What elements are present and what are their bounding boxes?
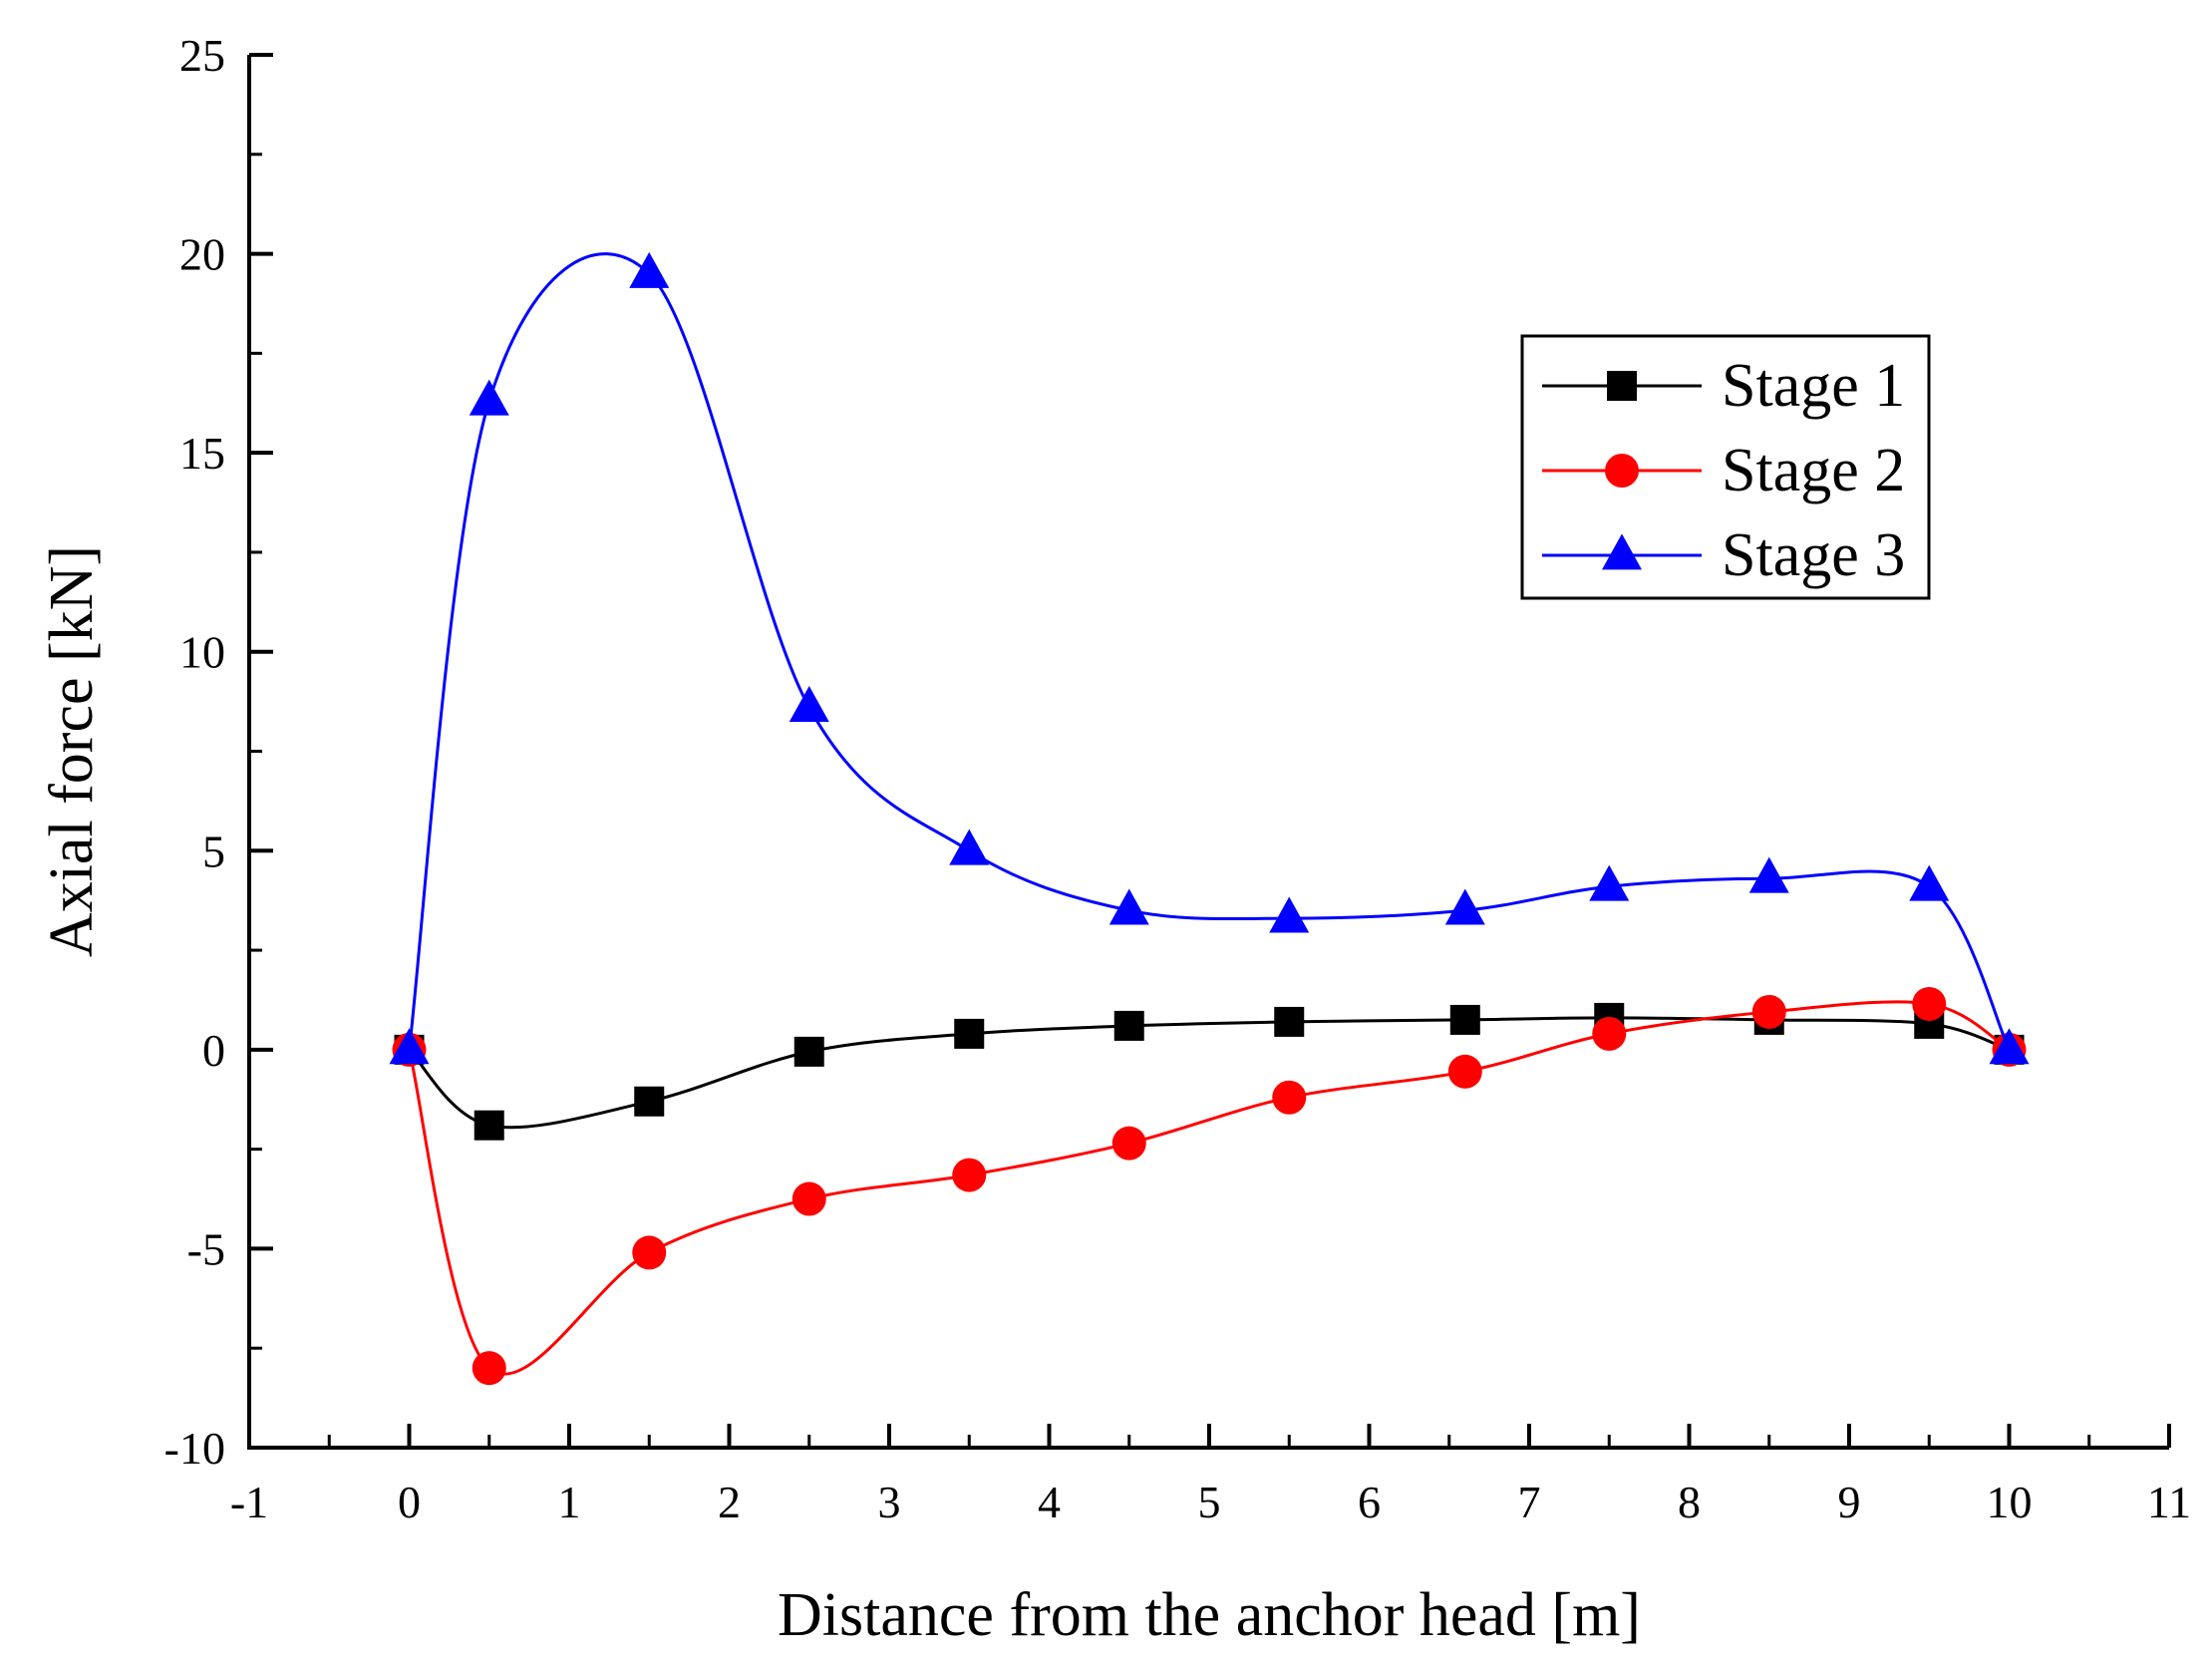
data-point: [1113, 1010, 1144, 1041]
data-point: [1748, 856, 1789, 893]
data-point: [1449, 1004, 1480, 1035]
data-point: [1912, 986, 1947, 1021]
series-3: [389, 251, 2030, 1065]
x-tick-label: -1: [230, 1477, 268, 1527]
y-tick-label: -10: [164, 1423, 225, 1474]
data-point: [954, 1018, 985, 1049]
x-tick-label: 7: [1518, 1477, 1541, 1527]
data-point: [1111, 1126, 1146, 1161]
data-point: [469, 379, 509, 416]
data-point: [1751, 994, 1786, 1029]
x-tick-label: 0: [398, 1477, 421, 1527]
data-point: [1272, 1080, 1307, 1115]
legend-items: Stage 1 Stage 2 Stage 3: [1542, 352, 1905, 589]
legend-marker: [1605, 454, 1639, 488]
y-tick-label: 5: [202, 826, 225, 876]
legend: Stage 1 Stage 2 Stage 3: [1520, 334, 1931, 600]
x-tick-label: 10: [1987, 1477, 2033, 1527]
data-point: [472, 1351, 506, 1386]
legend-label: Stage 3: [1722, 521, 1905, 589]
y-axis-title: Axial force [kN]: [38, 545, 106, 957]
data-point: [629, 251, 670, 288]
data-point: [1989, 1028, 2030, 1065]
data-point: [949, 829, 990, 865]
data-point: [952, 1158, 987, 1192]
data-point: [634, 1086, 665, 1117]
data-point: [1274, 1006, 1305, 1037]
x-tick-label: 8: [1678, 1477, 1701, 1527]
x-tick-label: 3: [878, 1477, 901, 1527]
data-point: [632, 1235, 667, 1270]
data-point: [389, 1028, 430, 1065]
data-point: [791, 1181, 826, 1216]
data-point: [1589, 864, 1630, 901]
legend-label: Stage 2: [1722, 437, 1905, 504]
data-point: [1447, 1054, 1482, 1089]
y-tick-label: -5: [187, 1223, 225, 1274]
x-tick-label: 4: [1038, 1477, 1061, 1527]
x-tick-label: 2: [718, 1477, 741, 1527]
legend-label: Stage 1: [1722, 352, 1905, 420]
x-tick-label: 6: [1358, 1477, 1381, 1527]
data-point: [1592, 1016, 1627, 1051]
y-tick-label: 25: [179, 30, 225, 81]
legend-marker: [1607, 371, 1637, 401]
data-point: [1444, 888, 1485, 925]
data-point: [474, 1110, 504, 1141]
series-line: [408, 1000, 2011, 1376]
series-layer: [389, 251, 2030, 1386]
y-tick-label: 10: [179, 627, 225, 678]
x-tick-label: 9: [1838, 1477, 1861, 1527]
data-point: [1108, 888, 1149, 925]
y-tick-label: 20: [179, 229, 225, 280]
x-tick-label: 1: [558, 1477, 581, 1527]
data-point: [789, 685, 829, 722]
x-tick-label: 11: [2147, 1477, 2191, 1527]
legend-item: Stage 2: [1542, 437, 1905, 504]
x-tick-label: 5: [1198, 1477, 1221, 1527]
data-point: [793, 1036, 824, 1067]
y-tick-label: 15: [179, 428, 225, 479]
data-point: [1909, 864, 1950, 901]
series-2: [392, 986, 2027, 1386]
legend-item: Stage 1: [1542, 352, 1905, 420]
data-point: [1269, 896, 1310, 933]
y-tick-label: 0: [202, 1025, 225, 1076]
x-axis-title: Distance from the anchor head [m]: [778, 1581, 1641, 1649]
legend-marker: [1602, 533, 1642, 570]
legend-item: Stage 3: [1542, 521, 1905, 589]
